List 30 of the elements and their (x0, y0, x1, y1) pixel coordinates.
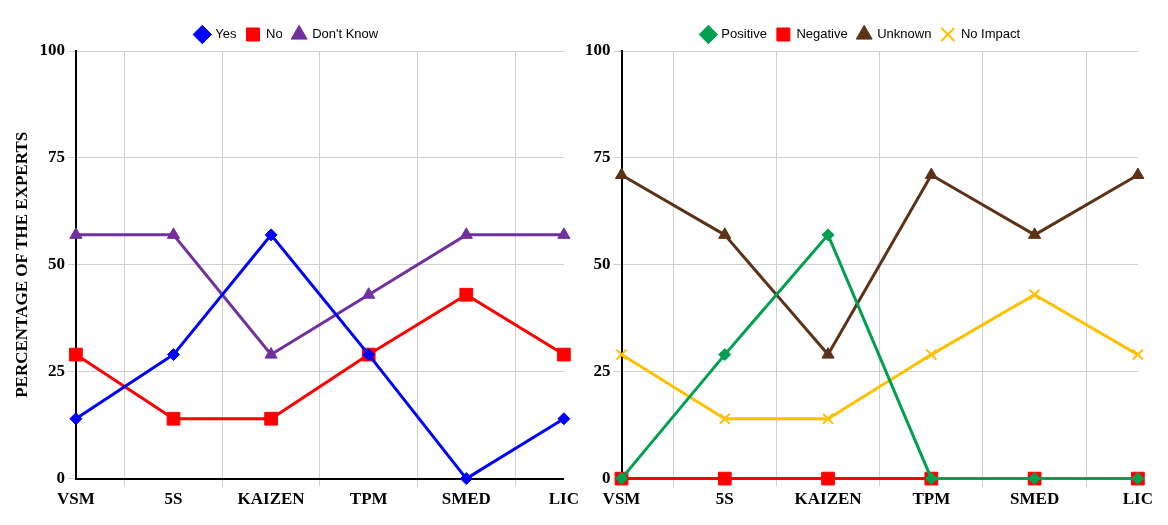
x-tick-label: 5S (164, 489, 183, 509)
legend-label: No Impact (960, 26, 1021, 42)
x-tick-label: KAIZEN (237, 489, 306, 509)
x-tick-label: TPM (912, 489, 951, 509)
y-tick-label: 0 (56, 467, 65, 487)
legend-label: Don't Know (312, 26, 379, 42)
y-tick-label: 75 (47, 147, 65, 167)
y-tick-label: 50 (593, 254, 611, 274)
x-tick-label: 5S (715, 489, 734, 509)
legend-label: Yes (215, 26, 238, 42)
x-tick-label: VSM (602, 489, 641, 509)
x-tick-label: LIC (1122, 489, 1153, 509)
y-tick-label: 25 (47, 361, 65, 381)
legend-label: Positive (721, 26, 767, 42)
x-tick-label: KAIZEN (794, 489, 863, 509)
y-tick-label: 75 (593, 147, 611, 167)
legend-label: Unknown (877, 26, 932, 42)
legend-label: No (266, 26, 283, 42)
x-tick-label: LIC (548, 489, 579, 509)
x-tick-label: TPM (349, 489, 388, 509)
y-axis-title: PERCENTAGE OF THE EXPERTS (11, 131, 31, 398)
x-tick-label: SMED (441, 489, 491, 509)
y-tick-label: 0 (602, 467, 611, 487)
legend-label: Negative (796, 26, 848, 42)
y-tick-label: 100 (39, 40, 65, 60)
y-tick-label: 25 (593, 361, 611, 381)
y-tick-label: 100 (585, 40, 611, 60)
y-tick-label: 50 (47, 254, 65, 274)
x-tick-label: SMED (1010, 489, 1060, 509)
x-tick-label: VSM (57, 489, 95, 509)
